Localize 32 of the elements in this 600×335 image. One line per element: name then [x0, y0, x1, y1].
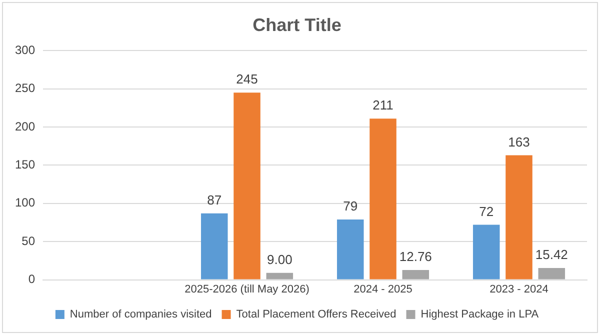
data-label: 9.00 — [266, 252, 292, 267]
x-tick-label: 2024 - 2025 — [354, 283, 412, 296]
legend-label: Highest Package in LPA — [420, 308, 540, 321]
data-label: 15.42 — [535, 247, 568, 262]
y-tick-label: 300 — [14, 42, 36, 57]
data-label: 163 — [508, 134, 530, 150]
bar — [200, 213, 228, 280]
data-label: 79 — [343, 198, 358, 214]
legend-label: Total Placement Offers Received — [236, 308, 396, 321]
y-tick-label: 150 — [14, 158, 36, 172]
bar — [336, 219, 364, 280]
data-label: 211 — [372, 98, 394, 113]
x-tick-label: 2025-2026 (till May 2026) — [184, 283, 310, 296]
bar — [538, 268, 566, 280]
chart-title: Chart Title — [252, 14, 342, 35]
bar — [266, 272, 294, 280]
y-tick-label: 250 — [14, 81, 36, 96]
data-label: 72 — [479, 204, 494, 219]
y-tick-label: 200 — [14, 119, 36, 134]
data-label: 87 — [207, 192, 222, 208]
bar — [234, 92, 260, 280]
bar — [506, 155, 532, 280]
y-tick-label: 0 — [28, 272, 36, 286]
bar — [370, 118, 396, 280]
bar — [472, 224, 500, 280]
y-tick-label: 100 — [14, 196, 36, 210]
x-tick-label: 2023 - 2024 — [490, 283, 548, 296]
y-tick-label: 50 — [22, 234, 36, 248]
legend-label: Number of companies visited — [70, 308, 212, 321]
data-label: 12.76 — [399, 249, 432, 264]
data-label: 245 — [236, 72, 258, 87]
bar — [402, 270, 430, 280]
